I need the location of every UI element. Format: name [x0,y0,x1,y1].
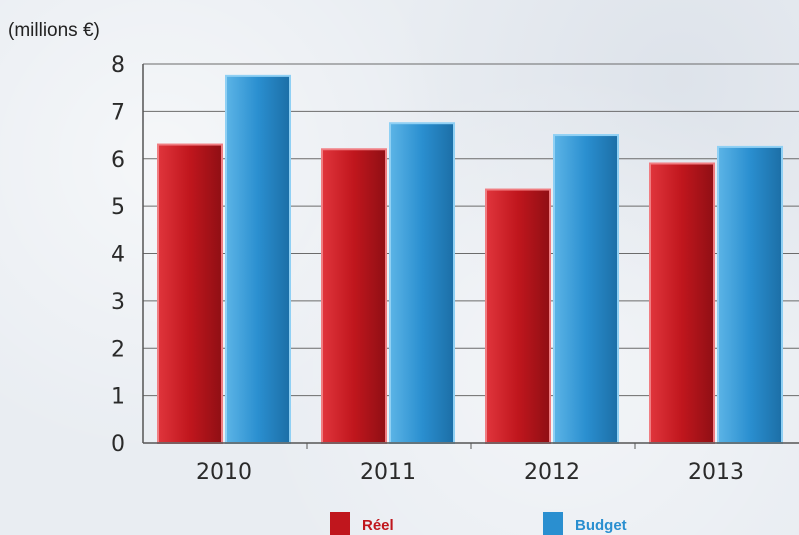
bar-reel-2013 [649,162,715,445]
unit-label: (millions €) [8,20,100,41]
legend-label-reel: Réel [362,517,394,534]
bar-budget-2010 [225,74,291,444]
y-tick-label: 4 [111,243,125,268]
y-tick-label: 1 [111,385,125,410]
y-tick-label: 2 [111,337,125,362]
x-axis-ticks: 2010 2011 2012 2013 [196,443,744,485]
y-tick-label: 3 [111,290,125,315]
y-tick-label: 7 [111,100,125,125]
x-tick-label: 2012 [524,460,580,485]
legend-item-reel: Réel [330,512,394,535]
legend-swatch-budget [543,512,563,535]
x-tick-label: 2010 [196,460,252,485]
legend-item-budget: Budget [543,512,627,535]
bar-budget-2012 [553,134,619,444]
x-tick-label: 2013 [688,460,744,485]
bar-budget-2013 [717,145,783,444]
legend-swatch-reel [330,512,350,535]
legend: Réel Budget [330,512,627,535]
bar-reel-2011 [321,148,387,444]
bars [157,74,783,445]
bar-reel-2010 [157,143,223,444]
y-tick-label: 5 [111,195,125,220]
y-tick-label: 0 [111,432,125,457]
bar-budget-2011 [389,122,455,444]
bar-reel-2012 [485,188,551,444]
legend-label-budget: Budget [575,517,627,534]
y-tick-label: 8 [111,53,125,78]
y-axis-ticks: 0 1 2 3 4 5 6 7 8 [111,53,125,457]
y-tick-label: 6 [111,148,125,173]
x-tick-label: 2011 [360,460,416,485]
